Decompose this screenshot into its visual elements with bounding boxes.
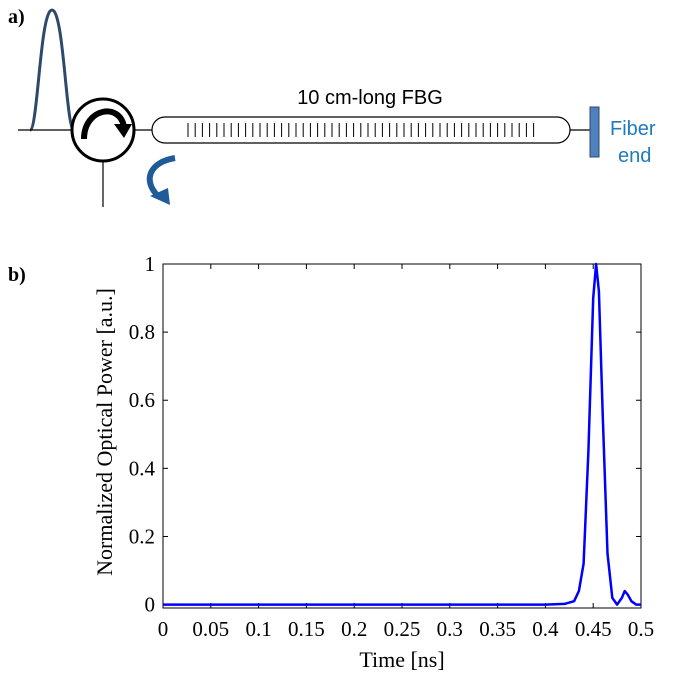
y-axis-label: Normalized Optical Power [a.u.] (92, 288, 117, 576)
x-tick-label: 0.25 (384, 617, 421, 641)
plot-frame (162, 263, 642, 609)
x-tick-label: 0.15 (288, 617, 325, 641)
x-axis-ticks: 0 0.05 0.1 0.15 0.2 0.25 0.3 0.35 0.4 0.45 0.5 (158, 264, 654, 641)
reflected-arrowhead-icon (150, 188, 170, 205)
y-axis-ticks: 0 0.2 0.4 0.6 0.8 1 (129, 252, 641, 617)
x-tick-label: 0.35 (479, 617, 516, 641)
fiber-end-label-line2: end (618, 145, 651, 167)
x-tick-label: 0.1 (245, 617, 271, 641)
panel-b-label: b) (8, 264, 26, 286)
y-tick-label: 0 (145, 593, 156, 617)
x-tick-label: 0.45 (575, 617, 612, 641)
circulator-arrow-icon (81, 108, 127, 140)
series-layer (163, 262, 641, 606)
circulator-arrowhead-icon (114, 124, 132, 138)
fiber-end-block (589, 106, 600, 158)
input-pulse-icon (28, 8, 76, 132)
x-tick-label: 0.2 (341, 617, 367, 641)
y-tick-label: 0.8 (129, 320, 155, 344)
x-axis-label: Time [ns] (359, 647, 444, 672)
x-tick-label: 0.3 (437, 617, 463, 641)
fbg-label: 10 cm-long FBG (297, 87, 443, 109)
x-tick-label: 0.5 (628, 617, 654, 641)
y-tick-label: 0.4 (129, 456, 156, 480)
y-tick-label: 1 (145, 252, 156, 276)
x-tick-label: 0.05 (192, 617, 229, 641)
reflected-arrow-icon (146, 155, 176, 199)
series-line (163, 262, 641, 606)
panel-b: b) 0 0.05 0.1 0.15 0.2 0.25 0.3 0.35 0.4 0.45 0.5 … (8, 252, 654, 672)
y-tick-label: 0.6 (129, 388, 155, 412)
x-tick-label: 0 (158, 617, 169, 641)
y-tick-label: 0.2 (129, 524, 155, 548)
panel-a: a) 10 cm-long FBG Fiber end (8, 6, 656, 207)
panel-a-label: a) (8, 6, 25, 28)
fbg-grating (187, 123, 535, 137)
fiber-end-label-line1: Fiber (610, 118, 656, 140)
x-tick-label: 0.4 (532, 617, 559, 641)
